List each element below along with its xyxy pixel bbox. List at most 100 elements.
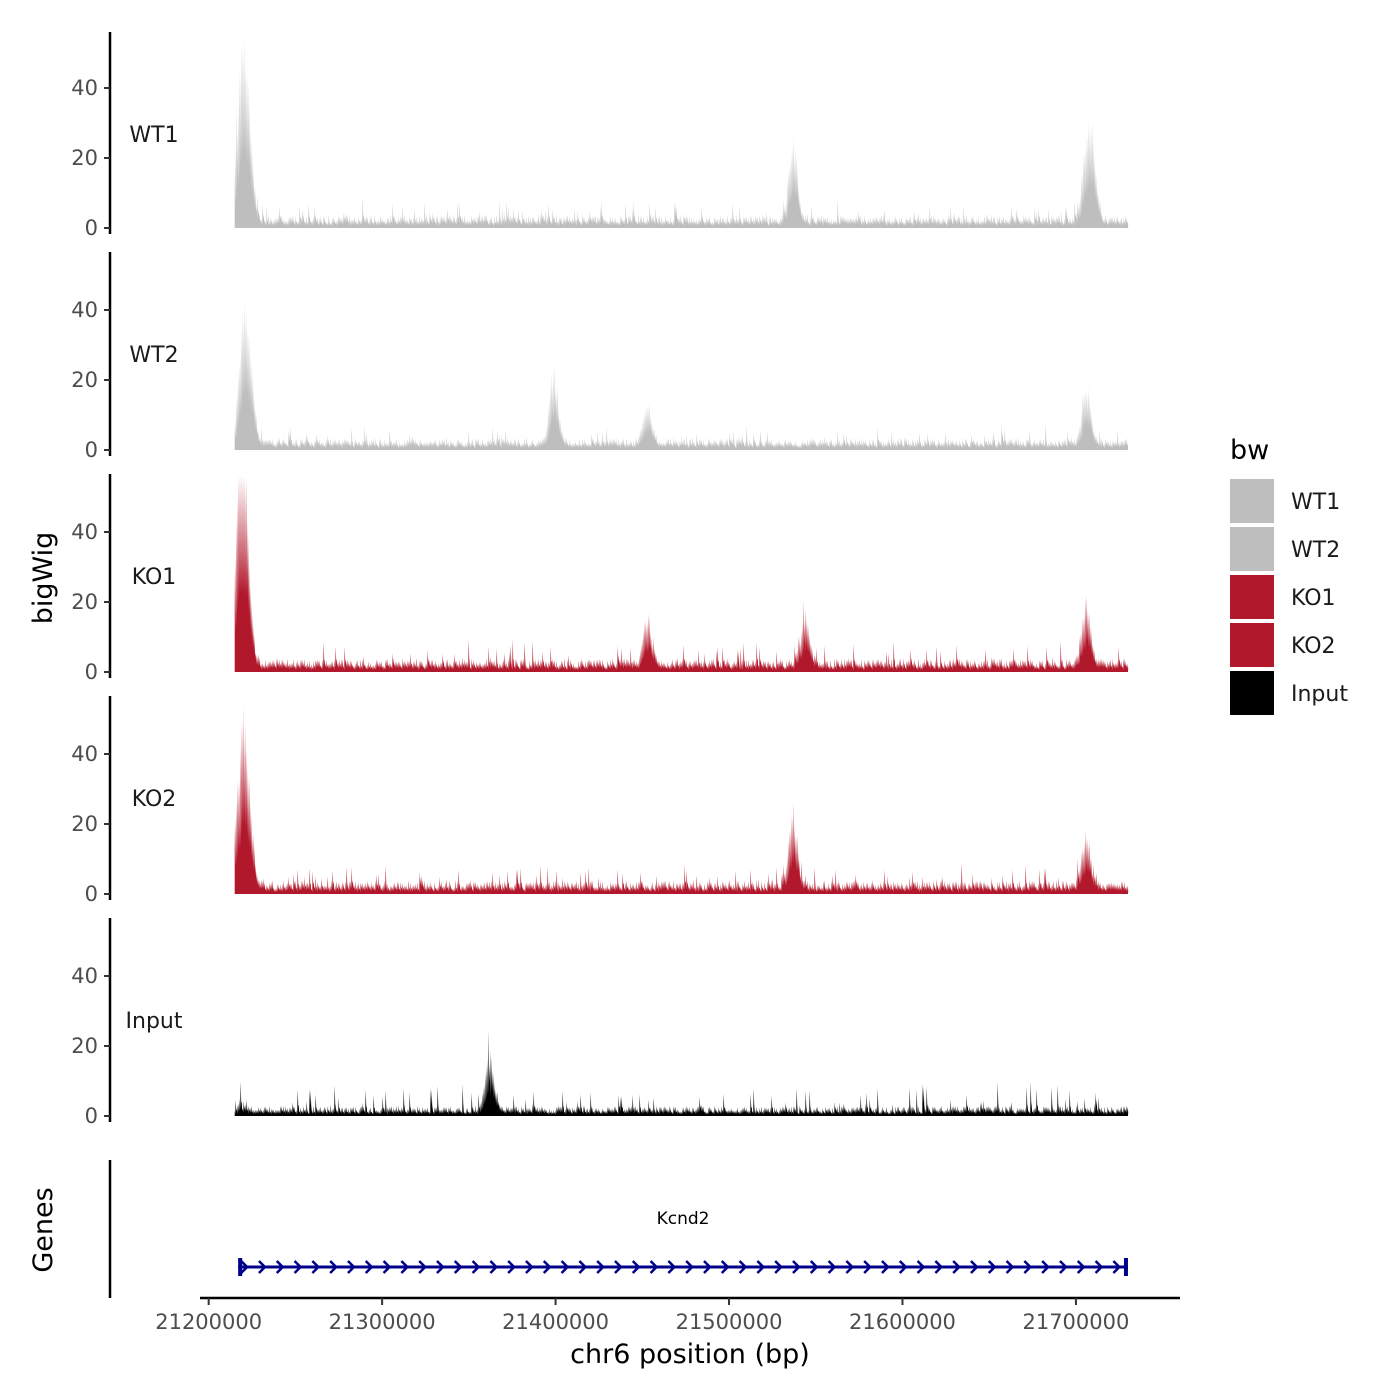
y-tick-label: 40 [71, 298, 98, 322]
track-label: WT2 [129, 343, 178, 368]
legend-swatch-ko1 [1230, 575, 1274, 619]
strand-arrow [489, 1260, 499, 1274]
coverage-tracks: 0 20 40 WT1 0 20 40 WT2 0 20 40 KO1 0 20 40 KO2 0 20 40 Inp… [71, 32, 1129, 1128]
strand-arrow [952, 1260, 961, 1274]
track-label: Input [126, 1009, 183, 1034]
strand-arrow [934, 1260, 944, 1274]
y-axis-title: bigWig [28, 532, 59, 625]
legend-label-ko2: KO2 [1291, 634, 1336, 659]
y-tick-label: 20 [71, 812, 98, 836]
strand-arrow [1094, 1260, 1104, 1274]
strand-arrow [738, 1260, 748, 1274]
strand-arrow [916, 1260, 926, 1274]
legend-label-ko1: KO1 [1291, 586, 1336, 611]
coverage-area-input [234, 1030, 1129, 1116]
x-tick-label: 21200000 [155, 1310, 262, 1334]
strand-arrow [685, 1260, 694, 1274]
strand-arrow [275, 1260, 285, 1274]
y-tick-label: 40 [71, 76, 98, 100]
y-tick-label: 0 [85, 216, 98, 240]
y-tick-label: 40 [71, 742, 98, 766]
strand-arrow [863, 1260, 872, 1274]
y-tick-label: 0 [85, 1104, 98, 1128]
strand-arrow [1076, 1260, 1086, 1274]
legend-swatch-ko2 [1230, 623, 1274, 667]
strand-arrow [453, 1260, 463, 1274]
strand-arrow [845, 1260, 855, 1274]
legend-swatch-wt1 [1230, 479, 1274, 523]
strand-arrow [578, 1260, 588, 1274]
strand-arrow [667, 1260, 677, 1274]
strand-arrow [329, 1260, 338, 1274]
legend-label-wt2: WT2 [1291, 538, 1340, 563]
gene-label: Kcnd2 [657, 1209, 710, 1229]
strand-arrow [631, 1260, 641, 1274]
y-tick-label: 0 [85, 882, 98, 906]
strand-arrow [542, 1260, 552, 1274]
gene-track: Kcnd2 [108, 1160, 1128, 1298]
strand-arrow [970, 1260, 979, 1274]
strand-arrow [258, 1260, 267, 1274]
strand-arrow [400, 1260, 410, 1274]
legend: bw WT1 WT2 KO1 KO2 Input [1230, 435, 1348, 715]
legend-label-wt1: WT1 [1291, 490, 1340, 515]
strand-arrow [436, 1260, 445, 1274]
strand-arrow [364, 1260, 374, 1274]
x-tick-label: 21300000 [329, 1310, 436, 1334]
strand-arrow [703, 1260, 712, 1274]
strand-arrow [311, 1260, 321, 1274]
strand-arrow [507, 1260, 516, 1274]
strand-arrow [382, 1260, 392, 1274]
y-tick-label: 40 [71, 520, 98, 544]
x-tick-label: 21500000 [676, 1310, 783, 1334]
x-tick-label: 21700000 [1022, 1310, 1129, 1334]
x-tick-label: 21600000 [849, 1310, 956, 1334]
strand-arrow [1005, 1260, 1015, 1274]
strand-arrow [418, 1260, 427, 1274]
strand-arrow [792, 1260, 801, 1274]
strand-arrow [347, 1260, 356, 1274]
strand-arrow [774, 1260, 783, 1274]
y-tick-label: 20 [71, 590, 98, 614]
x-tick-label: 21400000 [502, 1310, 609, 1334]
track-label: WT1 [129, 123, 178, 148]
x-axis: 21200000 21300000 21400000 21500000 21600000… [155, 1296, 1180, 1334]
strand-arrow [240, 1260, 249, 1274]
coverage-area-wt1 [234, 37, 1129, 228]
track-ko2: 0 20 40 KO2 [71, 696, 1129, 906]
y-tick-label: 20 [71, 368, 98, 392]
strand-arrow [1041, 1260, 1050, 1274]
coverage-area-ko2 [234, 706, 1129, 894]
legend-swatch-input [1230, 671, 1274, 715]
track-label: KO1 [132, 565, 177, 590]
strand-arrow [614, 1260, 623, 1274]
track-wt1: 0 20 40 WT1 [71, 32, 1129, 240]
strand-arrow [525, 1260, 534, 1274]
y-tick-label: 0 [85, 660, 98, 684]
strand-arrow [720, 1260, 730, 1274]
track-ko1: 0 20 40 KO1 [71, 474, 1129, 684]
strand-arrow [987, 1260, 997, 1274]
strand-arrow [293, 1260, 303, 1274]
y-tick-label: 40 [71, 964, 98, 988]
strand-arrow [560, 1260, 570, 1274]
strand-arrow [756, 1260, 766, 1274]
strand-arrow [881, 1260, 890, 1274]
legend-swatch-wt2 [1230, 527, 1274, 571]
genes-axis-title: Genes [28, 1187, 59, 1272]
strand-arrow [1112, 1260, 1122, 1274]
track-input: 0 20 40 Input [71, 918, 1129, 1128]
strand-arrow [596, 1260, 605, 1274]
strand-arrow [1023, 1260, 1033, 1274]
x-axis-title: chr6 position (bp) [570, 1339, 810, 1370]
coverage-area-wt2 [234, 296, 1129, 450]
y-tick-label: 0 [85, 438, 98, 462]
track-label: KO2 [132, 787, 177, 812]
gene-kcnd2: Kcnd2 [238, 1209, 1128, 1276]
y-tick-label: 20 [71, 1034, 98, 1058]
coverage-area-ko1 [234, 476, 1129, 672]
strand-arrow [898, 1260, 908, 1274]
strand-arrow [649, 1260, 659, 1274]
strand-arrow [471, 1260, 481, 1274]
